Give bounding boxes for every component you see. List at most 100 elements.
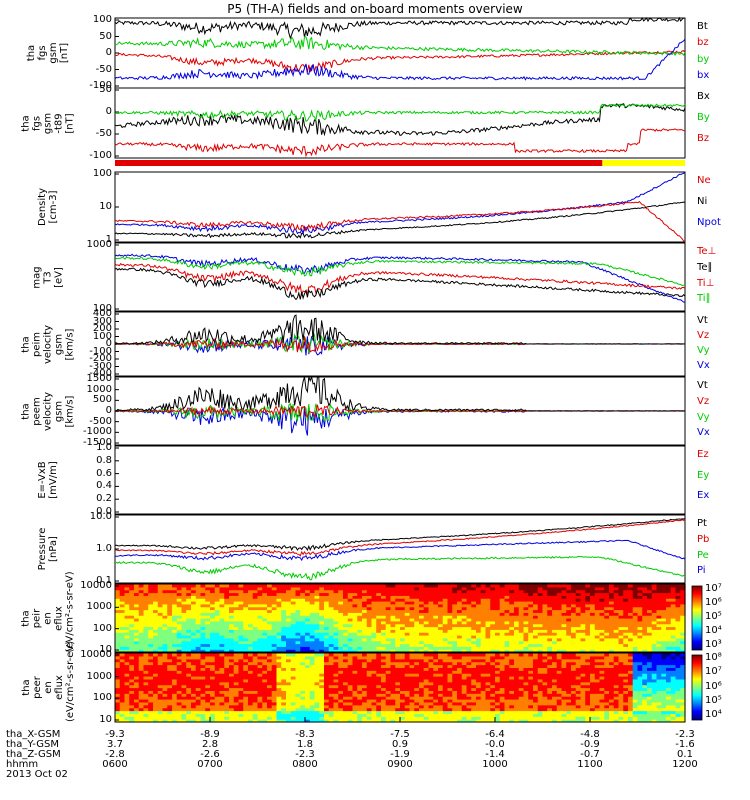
xaxis-row-value: -6.4 — [485, 729, 505, 740]
ylabel-fgs: tha fgs gsm [nT] — [26, 42, 70, 64]
xaxis-row-label: tha_Z-GSM — [6, 749, 61, 760]
xaxis-row-value: 1100 — [577, 759, 603, 770]
legend-peim-Vx: Vx — [697, 359, 710, 371]
ytick-label: -500 — [89, 415, 112, 427]
date-label: 2013 Oct 02 — [6, 769, 68, 780]
ytick-label: 400 — [92, 308, 112, 319]
panel-frame-top-peir — [114, 583, 686, 653]
series-Ne — [114, 200, 686, 243]
ytick-label: 10.0 — [89, 511, 112, 522]
series-Ti-perp-blue — [114, 253, 685, 303]
xaxis-row-value: -2.3 — [675, 729, 695, 740]
legend-temp-Ti⊥: Ti⊥ — [697, 277, 715, 289]
xaxis-row-label: tha_Y-GSM — [6, 739, 60, 750]
ytick-label: 1.0 — [96, 543, 112, 554]
legend-density-Ni: Ni — [697, 196, 708, 208]
ytick-label: 1000 — [86, 670, 112, 682]
panel-frame-efield — [114, 445, 686, 515]
legend-efield-Ex: Ex — [697, 490, 710, 502]
legend-fgs-bx: bx — [697, 69, 710, 81]
ytick-label: 1000 — [86, 239, 112, 250]
legend-efield-Ez: Ez — [697, 449, 709, 460]
series-Pb — [114, 519, 686, 557]
ytick-label: 0.2 — [96, 493, 112, 505]
legend-peem-Vx: Vx — [697, 427, 710, 439]
ytick-label: 10 — [99, 644, 112, 655]
ytick-label: 0 — [105, 106, 112, 117]
colorbar-label: 10⁶ — [705, 680, 722, 692]
xaxis-row-value: 0600 — [102, 759, 128, 770]
legend-fgs-Bt: Bt — [697, 21, 708, 32]
xaxis-row-value: -0.7 — [580, 749, 600, 760]
colorbar-label: 10⁵ — [705, 611, 722, 622]
xaxis-row-label: hhmm — [6, 759, 39, 770]
ytick-label: -200 — [89, 353, 112, 364]
legend-peem-Vt: Vt — [697, 380, 708, 391]
panel-frame-fgs2 — [114, 87, 686, 159]
ytick-label: 100 — [92, 14, 112, 25]
ylabel-efield: E=-VxB [mV/m] — [37, 461, 59, 499]
xaxis-row-value: 0.9 — [392, 739, 408, 750]
series-bx — [114, 38, 686, 81]
ytick-label: -1000 — [82, 426, 112, 438]
colorbar-label: 10³ — [705, 639, 722, 650]
series-Ni — [114, 201, 686, 239]
ytick-label: 10000 — [80, 580, 112, 591]
series-Vt-peem — [114, 375, 685, 412]
legend-fgs2-Bx: Bx — [697, 91, 710, 102]
ytick-label: 1 — [105, 234, 112, 245]
ytick-label: 1000 — [86, 601, 112, 613]
legend-fgs2-By: By — [697, 112, 710, 124]
panel-frame-temp — [114, 242, 686, 312]
xaxis-row-value: 0800 — [292, 759, 318, 770]
xaxis-row-value: 0700 — [197, 759, 223, 770]
series-Te-perp — [114, 262, 686, 297]
colorbar-label: 10⁴ — [705, 709, 722, 720]
ylabel-temp: mag T3 [eV] — [31, 265, 65, 289]
ytick-label: -300 — [89, 360, 112, 372]
spectrogram-peer — [115, 653, 686, 723]
ytick-label: 0 — [105, 47, 112, 58]
ytick-label: 0.8 — [96, 454, 112, 466]
ylabel-fgs2: tha fgs gsm -t89 [nT] — [20, 112, 76, 134]
series-Ti-par — [114, 256, 686, 286]
legend-efield-Ey: Ey — [697, 469, 710, 481]
legend-fgs-bz: bz — [697, 37, 709, 49]
series-by — [114, 36, 686, 57]
xaxis-row-value: 3.7 — [107, 739, 123, 750]
ytick-label: 200 — [92, 323, 112, 334]
series-Npot — [114, 171, 686, 236]
ytick-label: 0.6 — [96, 467, 112, 479]
spectrogram-peir — [115, 584, 686, 653]
ylabel-peem: tha peem velocity gsm [km/s] — [20, 391, 76, 431]
ytick-label: 100 — [92, 330, 112, 342]
ytick-label: 1500 — [86, 373, 112, 384]
ylabel-pressure: Pressure [nPa] — [37, 527, 59, 571]
legend-peem-Vy: Vy — [697, 411, 710, 423]
xaxis-row-value: -1.9 — [390, 749, 410, 760]
xaxis-row-value: -1.6 — [675, 739, 695, 750]
colorbar-label: 10⁷ — [705, 666, 722, 678]
legend-peim-Vy: Vy — [697, 344, 710, 356]
ytick-label: 10000 — [80, 649, 112, 660]
ytick-label: -50 — [95, 128, 112, 139]
legend-temp-Te⊥: Te⊥ — [697, 246, 717, 257]
xaxis-row-value: -0.9 — [580, 739, 600, 750]
legend-fgs-by: by — [697, 53, 710, 65]
xaxis-row-value: -2.3 — [295, 749, 315, 760]
xaxis-row-value: 1200 — [672, 759, 698, 770]
legend-peim-Vt: Vt — [697, 315, 708, 326]
xaxis-row-value: -8.3 — [295, 729, 315, 740]
legend-pressure-Pt: Pt — [697, 518, 707, 529]
ytick-label: -100 — [89, 345, 112, 357]
series-Pi — [114, 539, 686, 562]
legend-density-Npot: Npot — [697, 217, 721, 229]
colorbar-label: 10⁵ — [705, 694, 722, 706]
ytick-label: 10 — [99, 201, 112, 212]
ylabel-peer: tha peer en eflux (eV/cm²-s-sr-eV) — [20, 640, 76, 722]
series-Te-par — [114, 267, 686, 301]
colorbar-peer — [691, 654, 703, 721]
legend-fgs2-Bz: Bz — [697, 133, 710, 145]
ytick-label: 100 — [92, 168, 112, 179]
ytick-label: 300 — [92, 315, 112, 327]
